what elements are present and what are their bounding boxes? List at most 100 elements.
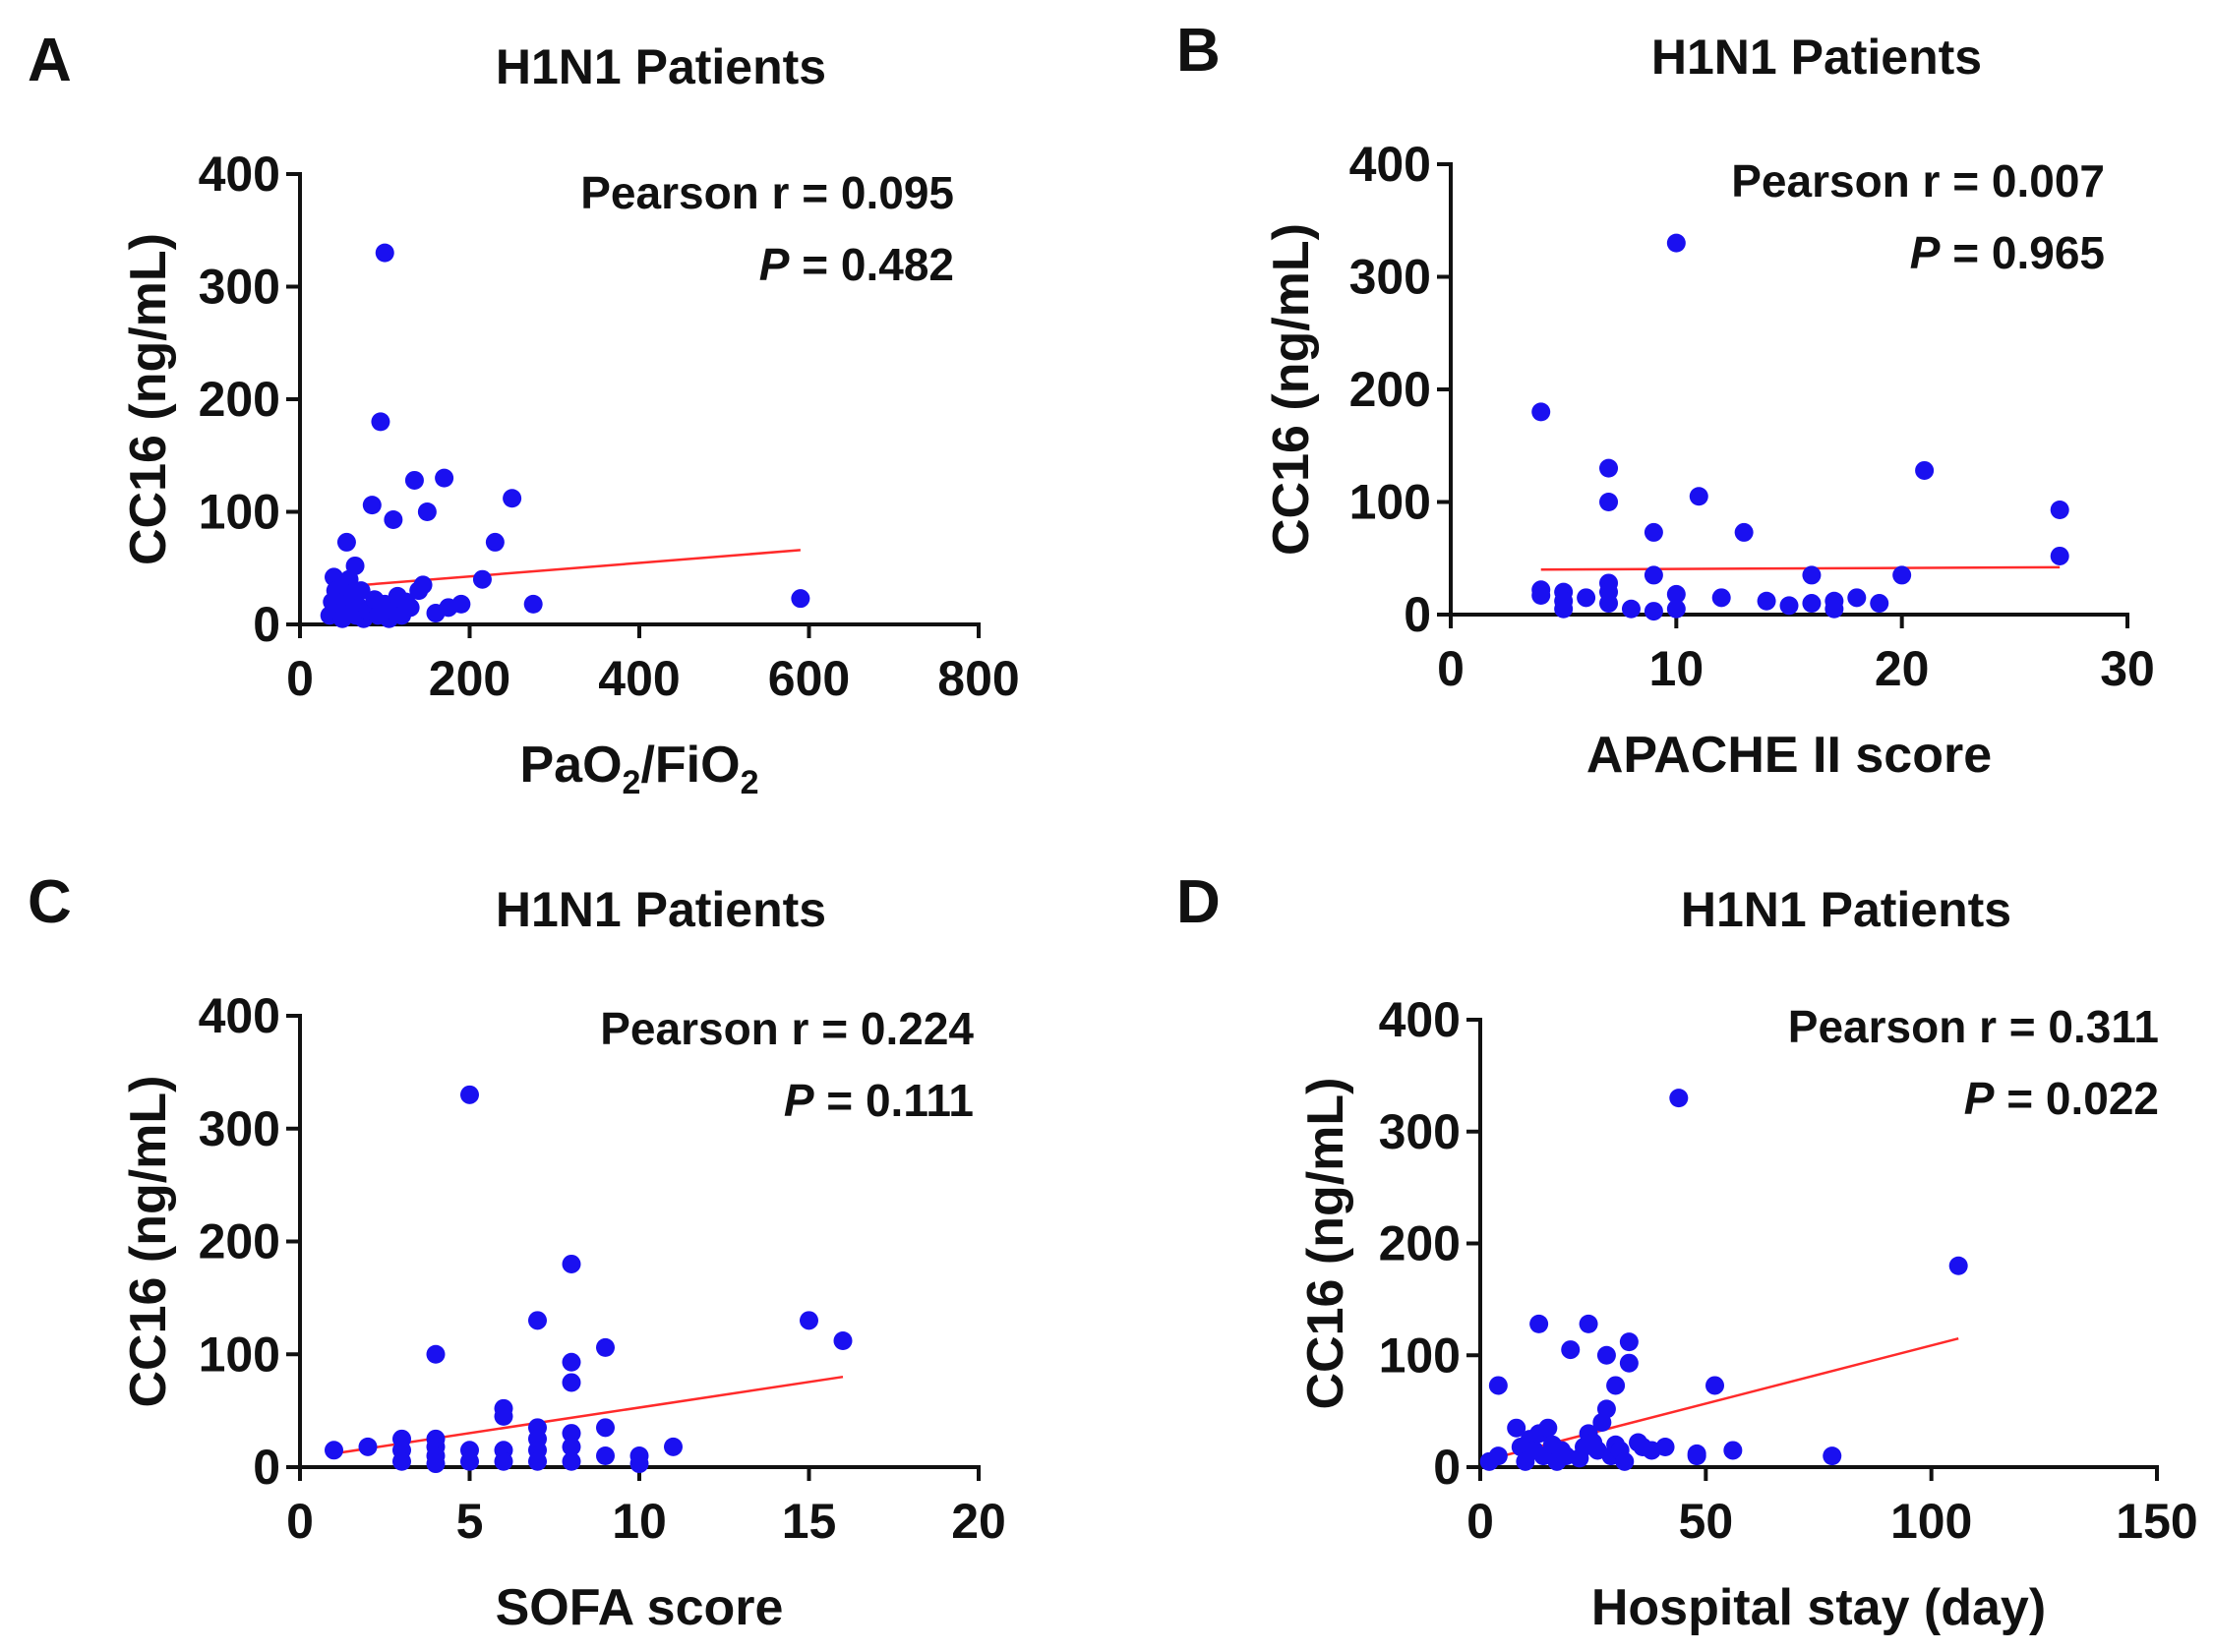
data-point bbox=[1577, 588, 1596, 608]
p-value: = 0.111 bbox=[814, 1075, 974, 1126]
data-point bbox=[1723, 1441, 1743, 1460]
data-point bbox=[1507, 1418, 1526, 1438]
data-point bbox=[1687, 1444, 1706, 1463]
data-point bbox=[371, 412, 390, 432]
data-point bbox=[562, 1437, 581, 1456]
data-point bbox=[1579, 1314, 1598, 1333]
pearson-r-text: Pearson r = 0.007 bbox=[1731, 155, 2105, 206]
data-point bbox=[1802, 565, 1822, 585]
y-tick-label: 300 bbox=[1349, 250, 1431, 305]
regression-line bbox=[1540, 565, 2061, 571]
data-point bbox=[1488, 1446, 1508, 1466]
x-label-subscript: 2 bbox=[741, 764, 759, 801]
data-point bbox=[358, 1437, 378, 1456]
data-point bbox=[528, 1311, 547, 1330]
data-point bbox=[562, 1352, 581, 1372]
data-point bbox=[1531, 586, 1551, 606]
data-point bbox=[1619, 1332, 1639, 1352]
data-point bbox=[1619, 1353, 1639, 1373]
x-label-subscript: 2 bbox=[623, 764, 641, 801]
data-point bbox=[833, 1330, 853, 1350]
data-point bbox=[800, 1311, 818, 1330]
data-point bbox=[1531, 402, 1551, 422]
data-point bbox=[1870, 594, 1889, 614]
data-point bbox=[426, 1344, 446, 1364]
data-point bbox=[791, 589, 810, 609]
x-tick-label: 20 bbox=[951, 1494, 1006, 1549]
chart-title: H1N1 Patients bbox=[496, 39, 826, 94]
data-point bbox=[435, 468, 454, 488]
data-point bbox=[1615, 1451, 1635, 1471]
p-value: = 0.022 bbox=[1994, 1073, 2159, 1124]
data-point bbox=[1644, 602, 1663, 621]
chart-title: H1N1 Patients bbox=[496, 882, 826, 937]
pearson-r-text: Pearson r = 0.311 bbox=[1788, 1001, 2159, 1052]
data-point bbox=[494, 1406, 513, 1426]
x-tick-label: 150 bbox=[2116, 1494, 2197, 1549]
p-value-text: P = 0.111 bbox=[784, 1075, 974, 1126]
x-tick-label: 200 bbox=[429, 651, 510, 706]
y-axis-label: CC16 (ng/mL) bbox=[120, 233, 177, 565]
data-point bbox=[596, 1418, 615, 1438]
panel-letter: B bbox=[1176, 17, 1221, 85]
pearson-r-text: Pearson r = 0.224 bbox=[600, 1003, 974, 1054]
data-point bbox=[400, 598, 420, 618]
data-point bbox=[384, 510, 403, 530]
data-point bbox=[1948, 1256, 1968, 1275]
y-axis-label: CC16 (ng/mL) bbox=[1297, 1078, 1354, 1410]
x-label-part: /FiO bbox=[640, 737, 740, 794]
data-point bbox=[472, 569, 492, 589]
y-tick-label: 100 bbox=[199, 485, 280, 540]
panel-c: C H1N1 Patients 0 100 200 300 400 0 5 10 15 20 CC16 … bbox=[28, 868, 1006, 1636]
data-point bbox=[1599, 493, 1619, 511]
data-point bbox=[426, 1454, 446, 1474]
data-point bbox=[1596, 1399, 1616, 1419]
x-axis-label: APACHE II score bbox=[1586, 727, 1992, 784]
data-point bbox=[562, 1424, 581, 1444]
p-label: P bbox=[784, 1075, 814, 1126]
y-tick-label: 400 bbox=[199, 988, 280, 1043]
x-tick-label: 0 bbox=[1437, 641, 1465, 696]
x-tick-label: 10 bbox=[612, 1494, 667, 1549]
data-point bbox=[417, 502, 437, 521]
data-point bbox=[460, 1451, 479, 1471]
data-point bbox=[1606, 1376, 1626, 1395]
chart-title: H1N1 Patients bbox=[1681, 882, 2011, 937]
y-tick-label: 0 bbox=[253, 1440, 280, 1495]
y-axis-label: CC16 (ng/mL) bbox=[1263, 223, 1320, 556]
p-value-text: P = 0.022 bbox=[1964, 1073, 2159, 1124]
y-tick-label: 0 bbox=[253, 597, 280, 652]
data-point bbox=[1554, 599, 1574, 619]
data-point bbox=[562, 1254, 581, 1273]
data-point bbox=[1529, 1314, 1549, 1333]
y-tick-label: 300 bbox=[199, 260, 280, 315]
data-point bbox=[494, 1451, 513, 1471]
data-point bbox=[362, 496, 382, 515]
data-point bbox=[1915, 460, 1935, 480]
y-axis-label: CC16 (ng/mL) bbox=[120, 1076, 177, 1408]
y-tick-label: 400 bbox=[1379, 992, 1461, 1047]
y-tick-label: 300 bbox=[1379, 1104, 1461, 1159]
data-point bbox=[451, 594, 471, 614]
p-label: P bbox=[1964, 1073, 1995, 1124]
panel-letter: A bbox=[28, 27, 72, 94]
data-point bbox=[1757, 591, 1776, 611]
data-point bbox=[1561, 1340, 1581, 1360]
data-point bbox=[1669, 1089, 1689, 1108]
x-tick-label: 30 bbox=[2100, 641, 2155, 696]
p-value-text: P = 0.482 bbox=[759, 239, 954, 290]
data-point bbox=[1621, 599, 1641, 619]
data-point bbox=[1655, 1438, 1675, 1457]
regression-line bbox=[333, 1375, 844, 1455]
data-point bbox=[1711, 588, 1731, 608]
y-tick-label: 400 bbox=[1349, 137, 1431, 192]
y-tick-label: 0 bbox=[1404, 587, 1431, 642]
x-tick-label: 50 bbox=[1679, 1494, 1734, 1549]
x-tick-label: 5 bbox=[456, 1494, 484, 1549]
data-point bbox=[528, 1451, 547, 1471]
data-point bbox=[629, 1454, 649, 1474]
data-point bbox=[664, 1437, 683, 1456]
x-tick-label: 600 bbox=[768, 651, 850, 706]
data-point bbox=[1596, 1345, 1616, 1365]
